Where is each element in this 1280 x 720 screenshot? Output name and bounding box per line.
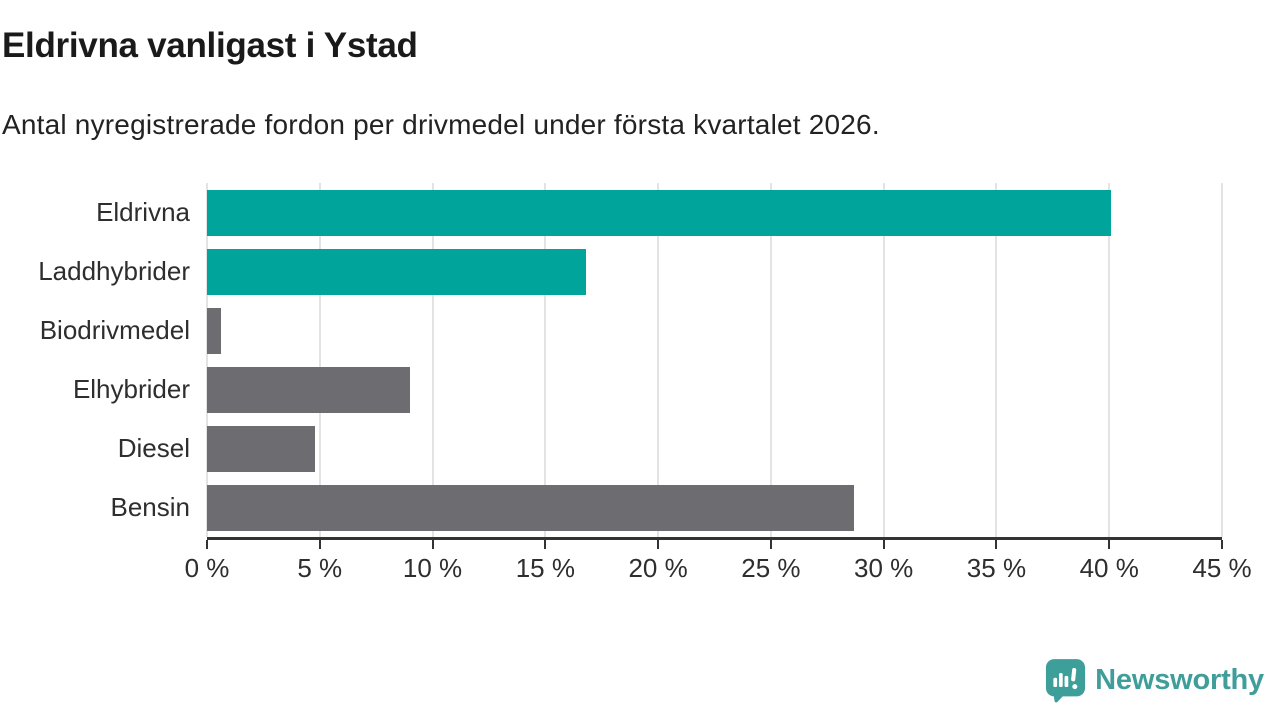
- bar: [207, 425, 316, 472]
- x-axis: 0 % 5 % 10 % 15 % 20 % 25 % 30 % 35 % 40 % 45 %: [185, 540, 1252, 600]
- x-axis-tick: [882, 540, 885, 549]
- x-axis-tick-label: 5 %: [297, 553, 343, 583]
- newsworthy-logo: Newsworthy: [1045, 658, 1264, 703]
- grid-line: [544, 183, 547, 537]
- x-axis-tick-label: 15 %: [515, 553, 575, 583]
- x-axis-tick-label: 45 %: [1192, 553, 1252, 583]
- x-axis-tick: [544, 540, 547, 549]
- x-axis-tick: [769, 540, 772, 549]
- x-axis-tick-label: 25 %: [741, 553, 801, 583]
- bar: [207, 189, 1112, 236]
- bar: [207, 484, 855, 531]
- x-axis-tick: [995, 540, 998, 549]
- plot-area: [206, 183, 1223, 540]
- x-axis-tick: [1221, 540, 1223, 549]
- grid-line: [1108, 183, 1111, 537]
- x-axis-tick-label: 20 %: [628, 553, 688, 583]
- grid-line: [995, 183, 998, 537]
- bar: [207, 366, 410, 413]
- grid-line: [882, 183, 885, 537]
- x-axis-tick: [657, 540, 660, 549]
- category-label: Laddhybrider: [38, 256, 190, 286]
- x-axis-tick: [1108, 540, 1111, 549]
- grid-line: [431, 183, 434, 537]
- category-label: Biodrivmedel: [39, 315, 190, 345]
- x-axis-tick-label: 30 %: [854, 553, 914, 583]
- bar: [207, 248, 586, 295]
- x-axis-tick: [318, 540, 321, 549]
- newsworthy-logo-icon: [1046, 659, 1086, 703]
- x-axis-tick-label: 10 %: [402, 553, 463, 583]
- grid-line: [769, 183, 772, 537]
- chart-subtitle: Antal nyregistrerade fordon per drivmede…: [2, 109, 880, 140]
- chart-title: Eldrivna vanligast i Ystad: [2, 26, 418, 65]
- x-axis-tick: [431, 540, 434, 549]
- category-label: Diesel: [117, 433, 190, 463]
- category-labels: Eldrivna Laddhybrider Biodrivmedel Elhybrid…: [0, 183, 190, 537]
- grid-line: [657, 183, 660, 537]
- bar: [207, 307, 221, 354]
- x-axis-tick-label: 0 %: [184, 553, 230, 583]
- x-axis-tick-label: 35 %: [966, 553, 1027, 583]
- grid-line: [206, 183, 208, 537]
- category-label: Bensin: [110, 492, 191, 522]
- grid-line: [1221, 183, 1223, 537]
- x-axis-tick-label: 40 %: [1079, 553, 1139, 583]
- category-label: Elhybrider: [72, 374, 190, 404]
- x-axis-tick: [206, 540, 208, 549]
- grid-line: [318, 183, 321, 537]
- category-label: Eldrivna: [96, 197, 190, 227]
- newsworthy-logo-text: Newsworthy: [1095, 664, 1264, 696]
